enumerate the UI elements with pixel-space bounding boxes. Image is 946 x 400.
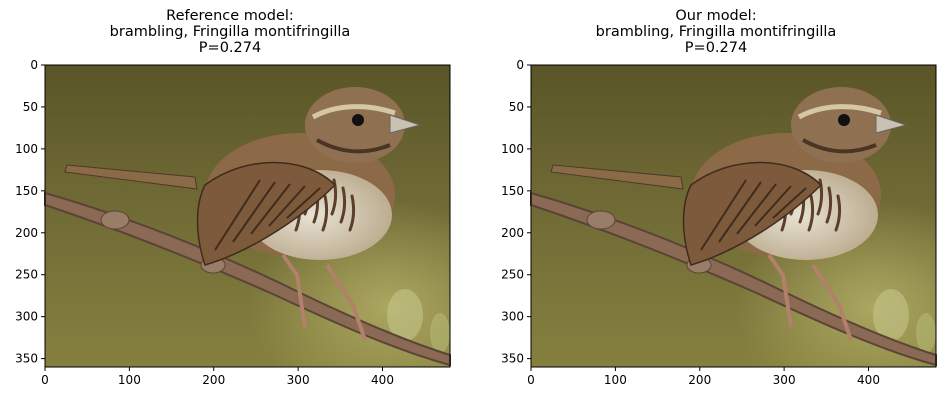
bokeh-flower xyxy=(916,313,936,353)
y-tick-label: 50 xyxy=(23,100,38,114)
x-tick-label: 400 xyxy=(857,373,880,387)
right-title-line2: brambling, Fringilla montifringilla xyxy=(595,24,837,40)
branch-knot xyxy=(100,210,130,230)
y-tick-label: 150 xyxy=(501,184,524,198)
cheek-stripe xyxy=(316,138,391,154)
bird-streak xyxy=(834,194,842,232)
right-title-line1: Our model: xyxy=(675,8,757,24)
y-tick-label: 350 xyxy=(501,352,524,366)
bird-eye xyxy=(838,114,850,126)
wing-feather xyxy=(232,181,276,243)
right-image-axes: 0 100 200 300 400 0 50 100 150 200 250 300 350 xyxy=(501,58,937,387)
bird-streak xyxy=(816,178,824,216)
bokeh-flower xyxy=(387,289,423,341)
wing-feather xyxy=(250,183,291,235)
y-tick-label: 0 xyxy=(516,58,524,72)
eyebrow-stripe xyxy=(797,104,882,120)
x-tick-label: 100 xyxy=(604,373,627,387)
y-tick-label: 250 xyxy=(501,268,524,282)
wing-feather xyxy=(700,179,747,251)
bird-tail xyxy=(550,164,684,190)
wing-feather xyxy=(214,179,261,251)
bird-tail xyxy=(64,164,198,190)
x-tick-label: 200 xyxy=(202,373,225,387)
bird-leg xyxy=(281,253,307,328)
bird-streak xyxy=(348,194,356,232)
wing-feather xyxy=(268,185,306,227)
right-panel: Our model: brambling, Fringilla montifri… xyxy=(486,0,946,400)
left-title-line2: brambling, Fringilla montifringilla xyxy=(109,24,351,40)
y-tick-label: 0 xyxy=(30,58,38,72)
y-tick-label: 50 xyxy=(509,100,524,114)
x-tick-label: 100 xyxy=(118,373,141,387)
left-panel-title: Reference model: brambling, Fringilla mo… xyxy=(0,8,460,56)
bird-streak xyxy=(330,178,338,216)
bird-leg xyxy=(325,263,367,341)
y-tick-label: 200 xyxy=(501,226,524,240)
bird-eye xyxy=(352,114,364,126)
x-tick-label: 0 xyxy=(527,373,535,387)
wing-feather xyxy=(754,185,792,227)
y-tick-label: 200 xyxy=(15,226,38,240)
left-title-line3: P=0.274 xyxy=(198,40,262,56)
wing-feather xyxy=(772,187,807,219)
x-tick-label: 200 xyxy=(688,373,711,387)
bird-streak xyxy=(339,186,347,224)
y-tick-label: 100 xyxy=(501,142,524,156)
eyebrow-stripe xyxy=(311,104,396,120)
bird-beak xyxy=(389,114,422,134)
bird-leg xyxy=(767,253,793,328)
right-axes-frame xyxy=(530,64,937,368)
bokeh-flower xyxy=(873,289,909,341)
y-tick-label: 300 xyxy=(15,310,38,324)
x-tick-label: 300 xyxy=(773,373,796,387)
bird-streak xyxy=(807,194,815,232)
wing-feather xyxy=(718,181,762,243)
bird-leg xyxy=(811,263,853,341)
x-tick-label: 400 xyxy=(371,373,394,387)
bird-beak xyxy=(875,114,908,134)
right-panel-title: Our model: brambling, Fringilla montifri… xyxy=(486,8,946,56)
right-title-line3: P=0.274 xyxy=(684,40,748,56)
left-panel: Reference model: brambling, Fringilla mo… xyxy=(0,0,460,400)
bokeh-flower xyxy=(430,313,450,353)
cheek-stripe xyxy=(802,138,877,154)
wing-feather xyxy=(286,187,321,219)
bird-streak xyxy=(825,186,833,224)
y-tick-label: 300 xyxy=(501,310,524,324)
y-tick-label: 100 xyxy=(15,142,38,156)
wing-feather xyxy=(736,183,777,235)
x-tick-label: 0 xyxy=(41,373,49,387)
y-tick-label: 150 xyxy=(15,184,38,198)
y-tick-label: 250 xyxy=(15,268,38,282)
left-title-line1: Reference model: xyxy=(166,8,294,24)
x-tick-label: 300 xyxy=(287,373,310,387)
left-axes-frame xyxy=(44,64,451,368)
branch-knot xyxy=(586,210,616,230)
y-tick-label: 350 xyxy=(15,352,38,366)
left-image-axes: 0 100 200 300 400 0 50 100 150 200 250 300 350 xyxy=(15,58,451,387)
bird-streak xyxy=(321,194,329,232)
